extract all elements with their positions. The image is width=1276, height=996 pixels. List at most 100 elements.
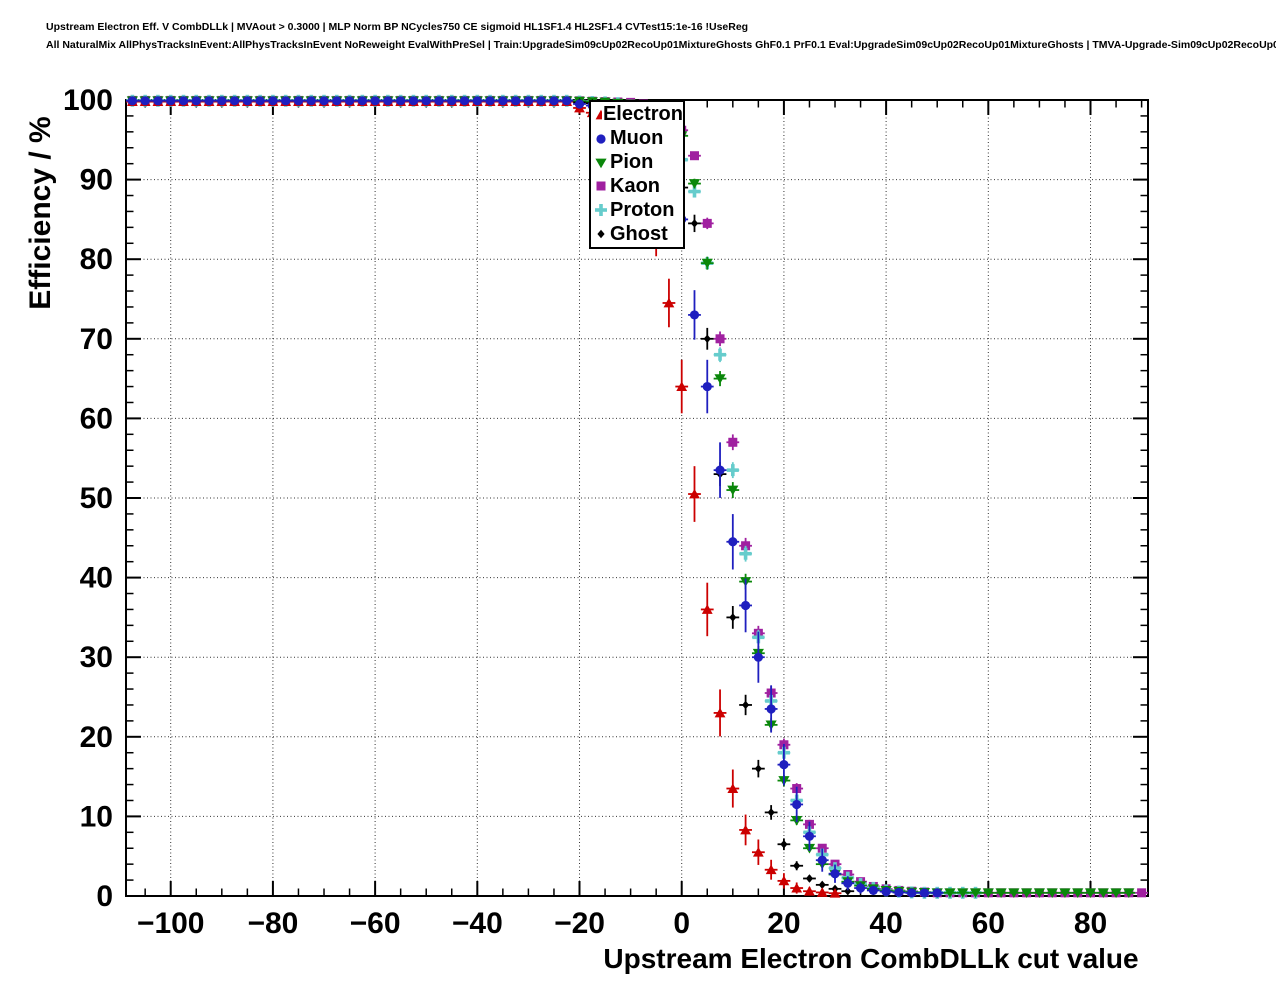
legend-entry-pion: Pion xyxy=(594,151,683,174)
plot-title-line2: All NaturalMix AllPhysTracksInEvent:AllP… xyxy=(46,39,1276,51)
marker-muon xyxy=(855,883,866,893)
marker-pion xyxy=(1097,888,1109,899)
marker-muon xyxy=(127,96,137,106)
marker-muon xyxy=(268,96,278,106)
marker-muon xyxy=(217,96,227,106)
marker-ghost xyxy=(741,700,750,710)
marker-pion xyxy=(982,888,994,899)
marker-ghost xyxy=(690,219,699,228)
electron-legend-marker-icon xyxy=(595,109,602,120)
marker-pion xyxy=(727,485,739,496)
ghost-legend-marker-icon xyxy=(597,229,605,239)
marker-muon xyxy=(740,600,751,611)
marker-muon xyxy=(332,96,342,106)
marker-kaon xyxy=(741,541,751,551)
marker-muon xyxy=(596,134,606,144)
marker-muon xyxy=(229,96,240,106)
marker-muon xyxy=(689,310,700,320)
legend-label-proton: Proton xyxy=(610,198,675,221)
x-tick-label: −60 xyxy=(350,907,401,940)
x-tick-label: 0 xyxy=(673,907,690,940)
marker-electron xyxy=(740,824,751,835)
marker-ghost xyxy=(844,887,852,896)
legend-entry-muon: Muon xyxy=(594,127,683,150)
marker-electron xyxy=(829,888,841,898)
marker-kaon xyxy=(728,437,738,447)
marker-muon xyxy=(907,888,917,898)
marker-muon xyxy=(166,96,176,106)
marker-pion xyxy=(1110,888,1122,899)
x-tick-label: −100 xyxy=(137,907,205,940)
marker-pion xyxy=(714,374,726,384)
legend-entry-kaon: Kaon xyxy=(594,175,683,197)
marker-muon xyxy=(306,96,316,106)
marker-muon xyxy=(204,96,214,106)
series-muon xyxy=(126,96,944,898)
legend-label-electron: Electron xyxy=(602,103,683,126)
y-tick-label: 70 xyxy=(80,323,113,356)
legend-label-pion: Pion xyxy=(610,151,654,174)
series-ghost xyxy=(126,97,855,896)
marker-muon xyxy=(408,96,419,106)
marker-muon xyxy=(434,96,444,106)
x-tick-label: 20 xyxy=(767,907,800,940)
marker-kaon xyxy=(596,181,606,191)
marker-muon xyxy=(140,96,150,106)
marker-pion xyxy=(1033,888,1046,899)
marker-ghost xyxy=(703,334,711,343)
marker-proton xyxy=(731,464,735,477)
marker-muon xyxy=(523,96,534,106)
marker-muon xyxy=(919,888,930,898)
marker-pion xyxy=(701,258,713,269)
marker-pion xyxy=(1059,888,1071,899)
y-tick-label: 40 xyxy=(80,562,113,595)
marker-muon xyxy=(881,887,891,897)
marker-muon xyxy=(421,96,431,106)
y-axis-title: Efficiency / % xyxy=(24,116,57,310)
x-tick-label: 40 xyxy=(869,907,902,940)
legend-entry-ghost: Ghost xyxy=(594,223,683,245)
marker-pion xyxy=(688,179,701,189)
marker-electron xyxy=(701,604,713,614)
marker-proton xyxy=(718,348,722,361)
marker-proton xyxy=(599,204,603,217)
x-tick-label: 60 xyxy=(972,907,1005,940)
marker-pion xyxy=(944,888,956,899)
marker-electron xyxy=(791,882,803,893)
marker-muon xyxy=(574,99,585,109)
marker-ghost xyxy=(754,764,762,773)
marker-electron xyxy=(676,381,688,391)
marker-pion xyxy=(957,888,969,899)
series-electron xyxy=(126,96,842,898)
marker-muon xyxy=(344,96,355,106)
marker-pion xyxy=(1021,888,1033,899)
marker-muon xyxy=(536,96,546,106)
marker-pion xyxy=(995,888,1007,899)
legend-entry-proton: Proton xyxy=(594,199,683,221)
marker-muon xyxy=(894,887,904,898)
legend-label-kaon: Kaon xyxy=(610,174,660,197)
marker-muon xyxy=(485,96,495,106)
marker-ghost xyxy=(793,861,801,870)
x-tick-label: −40 xyxy=(452,907,503,940)
marker-muon xyxy=(817,855,827,865)
marker-electron xyxy=(816,887,828,897)
y-tick-label: 10 xyxy=(80,800,113,833)
marker-muon xyxy=(178,96,189,106)
marker-pion xyxy=(1123,888,1135,899)
x-axis-title: Upstream Electron CombDLLk cut value xyxy=(603,943,1139,974)
y-tick-label: 30 xyxy=(80,641,113,674)
marker-muon xyxy=(562,96,572,106)
marker-electron xyxy=(765,864,777,875)
marker-muon xyxy=(242,96,252,106)
marker-muon xyxy=(396,96,406,106)
marker-ghost xyxy=(767,808,775,817)
marker-muon xyxy=(753,652,763,662)
y-tick-label: 0 xyxy=(96,880,113,913)
x-tick-label: 80 xyxy=(1074,907,1107,940)
x-tick-label: −80 xyxy=(247,907,298,940)
series-proton xyxy=(126,94,982,899)
marker-muon xyxy=(549,96,559,106)
marker-muon xyxy=(191,96,201,106)
